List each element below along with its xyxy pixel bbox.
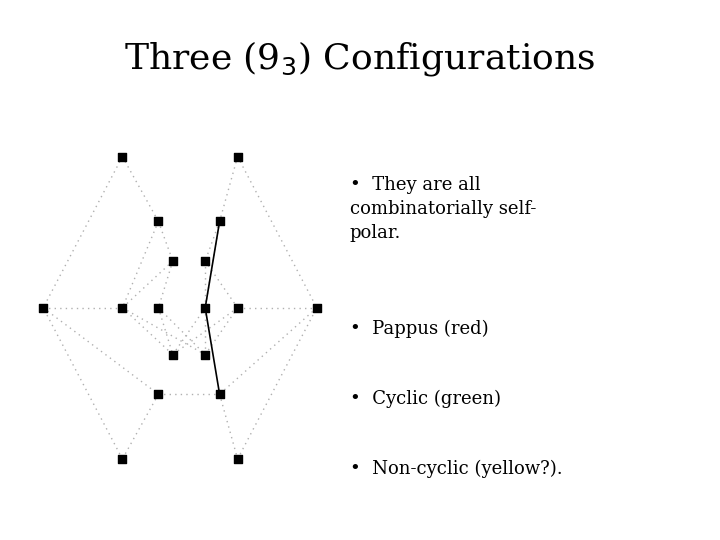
Point (232, 455, 243, 463)
Point (153, 217, 164, 226)
Text: •  They are all
combinatorially self-
polar.: • They are all combinatorially self- pol… (350, 177, 536, 242)
Point (214, 390, 225, 399)
Point (199, 303, 211, 312)
Point (199, 256, 211, 265)
Point (117, 152, 128, 161)
Point (311, 303, 323, 312)
Point (117, 455, 128, 463)
Text: •  Cyclic (green): • Cyclic (green) (350, 390, 501, 408)
Point (117, 303, 128, 312)
Text: •  Pappus (red): • Pappus (red) (350, 320, 489, 339)
Point (199, 350, 211, 359)
Text: •  Non-cyclic (yellow?).: • Non-cyclic (yellow?). (350, 460, 562, 478)
Text: Three (9$_3$) Configurations: Three (9$_3$) Configurations (125, 39, 595, 78)
Point (37, 303, 49, 312)
Point (232, 303, 243, 312)
Point (153, 303, 164, 312)
Point (167, 350, 179, 359)
Point (167, 256, 179, 265)
Point (232, 152, 243, 161)
Point (214, 217, 225, 226)
Point (153, 390, 164, 399)
